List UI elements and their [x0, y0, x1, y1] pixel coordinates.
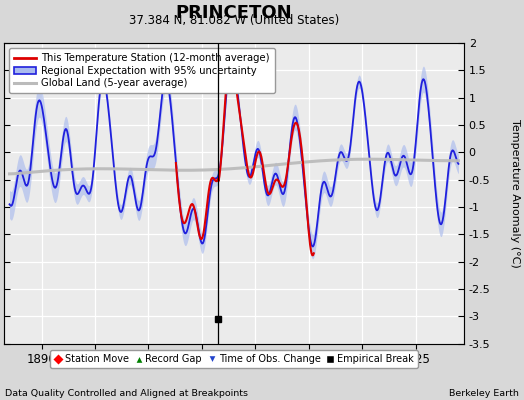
Text: 37.384 N, 81.082 W (United States): 37.384 N, 81.082 W (United States) [129, 14, 339, 27]
Y-axis label: Temperature Anomaly (°C): Temperature Anomaly (°C) [510, 119, 520, 268]
Legend: Station Move, Record Gap, Time of Obs. Change, Empirical Break: Station Move, Record Gap, Time of Obs. C… [50, 350, 418, 368]
Title: PRINCETON: PRINCETON [176, 4, 292, 22]
Text: Data Quality Controlled and Aligned at Breakpoints: Data Quality Controlled and Aligned at B… [5, 389, 248, 398]
Text: Berkeley Earth: Berkeley Earth [449, 389, 519, 398]
